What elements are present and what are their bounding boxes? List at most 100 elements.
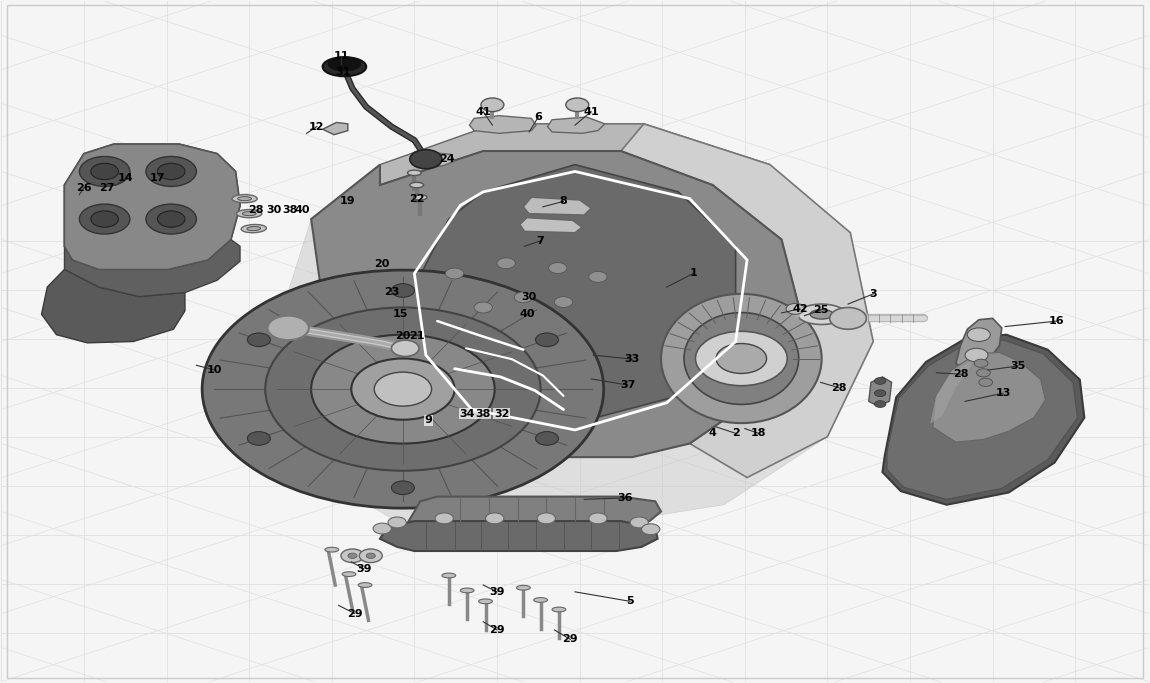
Circle shape <box>91 163 118 180</box>
Text: 34: 34 <box>459 408 475 419</box>
Text: 15: 15 <box>393 309 408 319</box>
Circle shape <box>566 98 589 111</box>
Circle shape <box>202 270 604 508</box>
Polygon shape <box>547 117 605 133</box>
Circle shape <box>589 271 607 282</box>
Ellipse shape <box>238 197 252 201</box>
Circle shape <box>146 204 197 234</box>
Circle shape <box>485 513 504 524</box>
Circle shape <box>388 517 406 528</box>
Text: 38: 38 <box>283 204 298 214</box>
Circle shape <box>391 340 419 357</box>
Ellipse shape <box>442 573 455 578</box>
Polygon shape <box>882 335 1084 505</box>
Text: 10: 10 <box>207 365 222 375</box>
Text: 7: 7 <box>537 236 544 246</box>
Ellipse shape <box>407 170 421 176</box>
Text: 39: 39 <box>356 563 371 574</box>
Ellipse shape <box>811 309 833 319</box>
Text: 20: 20 <box>375 259 390 269</box>
Text: 12: 12 <box>309 122 324 132</box>
Circle shape <box>445 268 463 279</box>
Text: 29: 29 <box>489 625 505 635</box>
Circle shape <box>351 359 454 420</box>
Polygon shape <box>469 115 536 133</box>
Circle shape <box>391 481 414 494</box>
Polygon shape <box>520 218 582 233</box>
Ellipse shape <box>358 583 371 587</box>
Polygon shape <box>64 240 240 296</box>
Text: 2: 2 <box>731 428 739 438</box>
Text: 32: 32 <box>493 408 509 419</box>
Polygon shape <box>887 340 1078 499</box>
Text: 17: 17 <box>150 173 166 183</box>
Text: 22: 22 <box>409 194 424 204</box>
Circle shape <box>787 303 805 314</box>
Circle shape <box>340 549 363 563</box>
Text: 30: 30 <box>267 204 282 214</box>
Text: 28: 28 <box>248 204 263 214</box>
Circle shape <box>373 523 391 534</box>
Text: 24: 24 <box>438 154 454 164</box>
Circle shape <box>158 163 185 180</box>
Circle shape <box>696 331 788 386</box>
Circle shape <box>409 150 442 169</box>
Polygon shape <box>956 318 1002 373</box>
Text: 42: 42 <box>792 304 807 314</box>
Text: 25: 25 <box>813 305 828 316</box>
Ellipse shape <box>460 588 474 593</box>
Polygon shape <box>416 152 454 166</box>
Text: 11: 11 <box>334 51 348 61</box>
Ellipse shape <box>325 547 338 552</box>
Text: 31: 31 <box>336 67 351 77</box>
Ellipse shape <box>243 212 256 216</box>
Circle shape <box>976 369 990 377</box>
Ellipse shape <box>516 585 530 590</box>
Circle shape <box>146 156 197 186</box>
Ellipse shape <box>413 195 427 200</box>
Circle shape <box>359 549 382 563</box>
Polygon shape <box>933 352 1045 442</box>
Circle shape <box>247 432 270 445</box>
Text: 41: 41 <box>475 107 491 117</box>
Ellipse shape <box>323 57 366 76</box>
Text: 40: 40 <box>519 309 535 319</box>
Text: 3: 3 <box>869 289 877 299</box>
Text: 33: 33 <box>624 354 641 364</box>
Text: 41: 41 <box>583 107 599 117</box>
Circle shape <box>266 307 540 471</box>
Polygon shape <box>312 151 805 457</box>
Polygon shape <box>254 124 873 532</box>
Polygon shape <box>408 497 661 527</box>
Text: 27: 27 <box>99 183 115 193</box>
Circle shape <box>481 98 504 111</box>
Circle shape <box>374 372 431 406</box>
Circle shape <box>79 204 130 234</box>
Ellipse shape <box>409 182 423 188</box>
Polygon shape <box>930 359 974 423</box>
Circle shape <box>536 432 559 445</box>
Circle shape <box>347 553 356 559</box>
Text: 16: 16 <box>1049 316 1065 326</box>
Text: 4: 4 <box>708 428 716 438</box>
Text: 26: 26 <box>76 183 92 193</box>
Text: 13: 13 <box>995 388 1011 398</box>
Circle shape <box>537 513 555 524</box>
Circle shape <box>536 333 559 346</box>
Polygon shape <box>41 269 185 343</box>
Circle shape <box>91 211 118 227</box>
Text: 40: 40 <box>294 204 309 214</box>
Circle shape <box>965 348 988 362</box>
Text: 23: 23 <box>384 287 399 297</box>
Polygon shape <box>64 144 240 269</box>
Ellipse shape <box>342 572 355 576</box>
Text: 37: 37 <box>620 380 636 390</box>
Ellipse shape <box>232 195 258 203</box>
Ellipse shape <box>534 598 547 602</box>
Polygon shape <box>414 165 736 423</box>
Circle shape <box>874 390 886 397</box>
Ellipse shape <box>552 607 566 612</box>
Ellipse shape <box>661 294 821 423</box>
Polygon shape <box>621 124 873 477</box>
Ellipse shape <box>329 57 360 71</box>
